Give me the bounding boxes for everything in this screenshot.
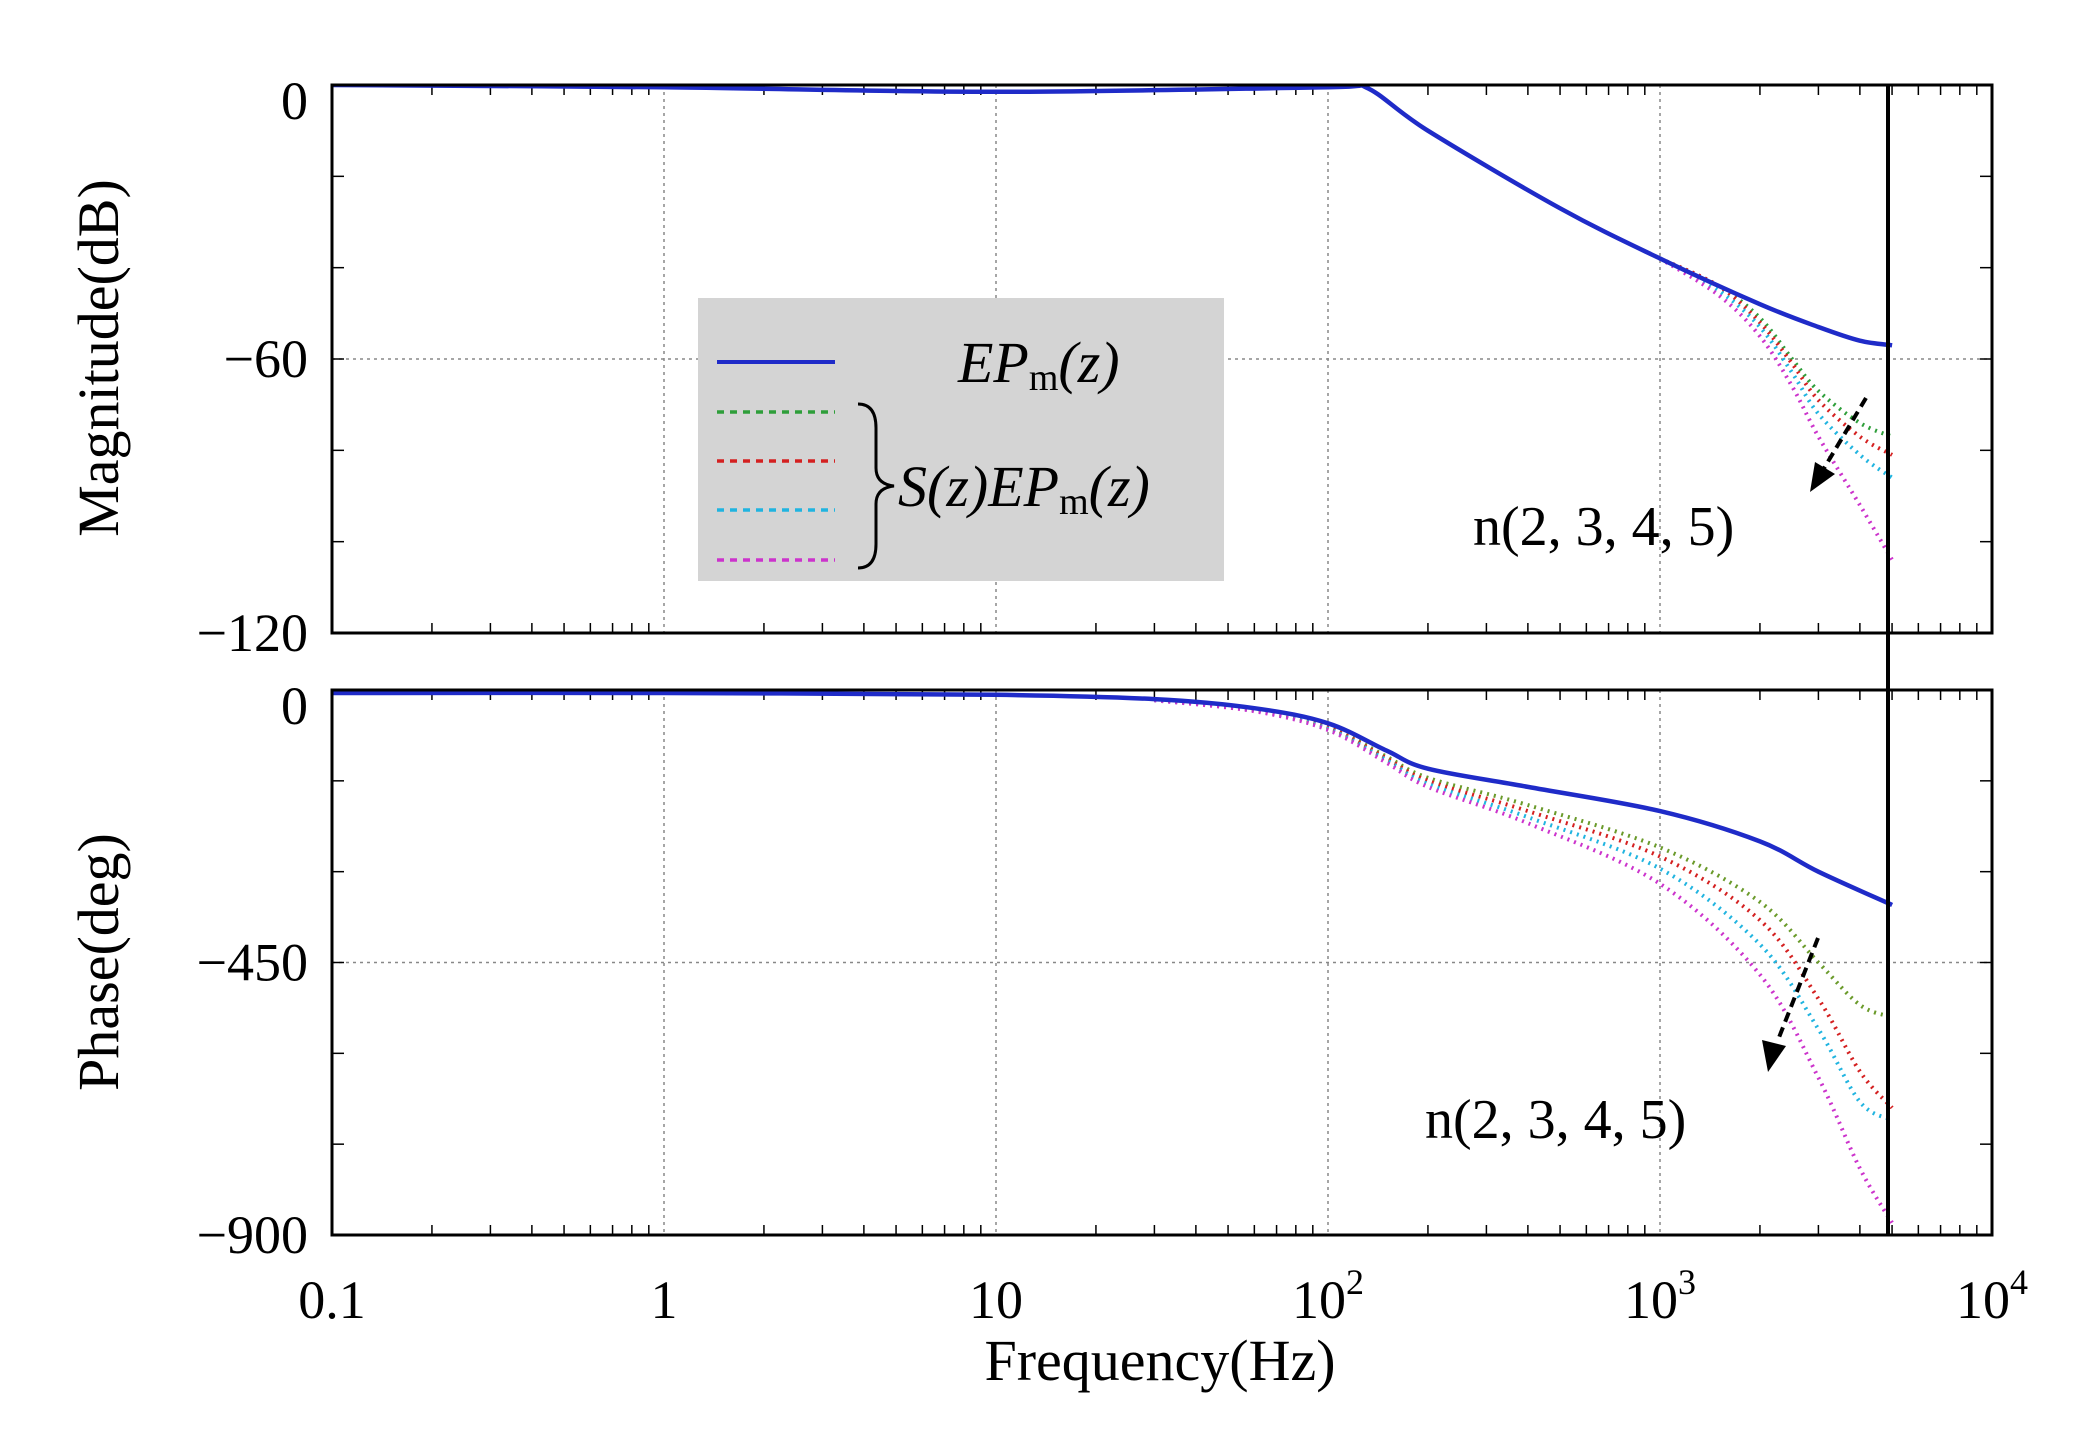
ph-series-s4	[1154, 698, 1894, 1122]
phase-annotation-arrow	[1776, 937, 1820, 1041]
y-tick-label: 0	[281, 676, 308, 736]
phase-annotation: n(2, 3, 4, 5)	[1425, 937, 1820, 1151]
ph-series-s3	[1154, 697, 1894, 1110]
magnitude-y-axis-label: Magnitude(dB)	[66, 179, 131, 537]
magnitude-panel: 0 −60 −120 Magnitude(dB) EPm(z) S(z)EPm(z)…	[66, 71, 1994, 663]
y-tick-label: 0	[281, 71, 308, 131]
x-axis-label: Frequency(Hz)	[984, 1328, 1335, 1393]
phase-y-axis-label: Phase(deg)	[66, 833, 131, 1091]
legend: EPm(z) S(z)EPm(z)	[698, 298, 1224, 581]
mag-series-ep	[332, 85, 1893, 348]
y-tick-label: −120	[197, 603, 308, 663]
y-tick-label: −60	[224, 329, 308, 389]
magnitude-annotation: n(2, 3, 4, 5)	[1473, 396, 1868, 558]
phase-plot-area	[332, 690, 1992, 1235]
magnitude-annotation-arrowhead	[1810, 462, 1835, 492]
x-tick-label: 102	[1292, 1262, 1364, 1330]
mag-series-s5	[1658, 256, 1894, 561]
y-tick-label: −450	[197, 933, 308, 993]
phase-panel: 0 −450 −900 Phase(deg) n(2, 3, 4, 5)	[66, 676, 1994, 1265]
phase-frame	[330, 688, 1994, 1237]
magnitude-y-tick-labels: 0 −60 −120	[197, 71, 308, 663]
magnitude-series	[332, 85, 1894, 561]
x-tick-label: 0.1	[298, 1270, 366, 1330]
legend-label-group: S(z)EPm(z)	[898, 454, 1150, 523]
x-tick-label: 10	[969, 1270, 1023, 1330]
phase-annotation-arrowhead	[1762, 1040, 1786, 1072]
magnitude-annotation-label: n(2, 3, 4, 5)	[1473, 496, 1734, 558]
magnitude-annotation-arrow	[1821, 396, 1868, 472]
phase-annotation-label: n(2, 3, 4, 5)	[1425, 1089, 1686, 1151]
magnitude-frame	[330, 83, 1994, 635]
y-tick-label: −900	[197, 1205, 308, 1265]
ph-series-ep	[332, 690, 1894, 908]
x-tick-label: 103	[1624, 1262, 1696, 1330]
phase-series	[332, 690, 1894, 1224]
x-tick-labels: 0.1 1 10 102 103 104	[298, 1262, 2028, 1330]
legend-label-ep: EPm(z)	[957, 330, 1120, 399]
ph-series-s5	[1154, 698, 1894, 1224]
x-tick-label: 104	[1956, 1262, 2028, 1330]
phase-y-tick-labels: 0 −450 −900	[197, 676, 308, 1265]
legend-brace	[857, 402, 895, 570]
x-tick-label: 1	[651, 1270, 678, 1330]
legend-box	[698, 298, 1224, 581]
